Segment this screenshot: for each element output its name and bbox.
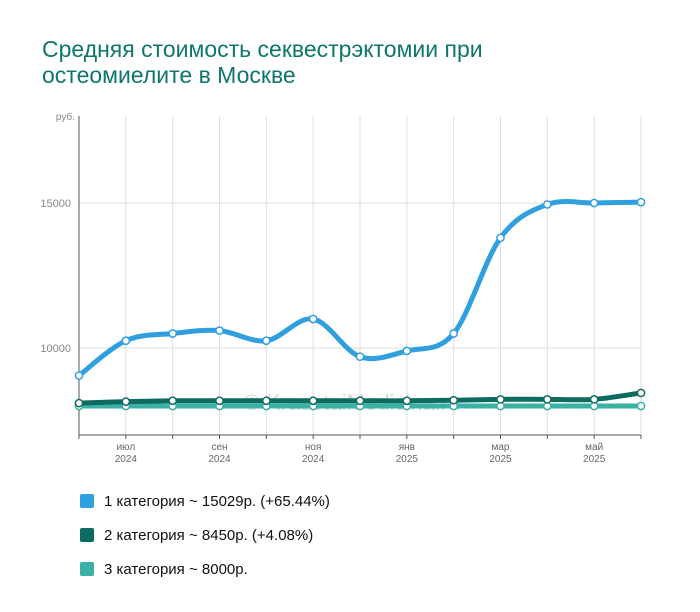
series-layer	[74, 197, 646, 411]
x-tick-label-month: янв	[399, 442, 415, 453]
series-1-point	[215, 326, 224, 335]
series-2-point	[308, 396, 318, 406]
series-2-point	[168, 396, 178, 406]
x-tick-label-month: мар	[492, 442, 510, 453]
series-2-point	[449, 395, 459, 405]
x-tick-label-year: 2024	[302, 454, 325, 465]
series-1-point	[402, 346, 412, 356]
series-2	[74, 388, 646, 408]
chart-title-line-2: остеомиелите в Москве	[42, 62, 296, 88]
series-2-point	[74, 398, 84, 408]
series-1	[74, 197, 646, 380]
series-2-point	[589, 394, 599, 404]
series-1-point	[589, 198, 599, 208]
x-tick-label-month: сен	[211, 442, 227, 453]
x-tick-label-month: июл	[116, 442, 135, 453]
legend-label-1: 1 категория ~ 15029р. (+65.44%)	[104, 492, 330, 510]
legend-label-3: 3 категория ~ 8000р.	[104, 560, 248, 578]
series-2-point	[636, 388, 646, 398]
y-tick-label: 10000	[40, 343, 71, 355]
legend: 1 категория ~ 15029р. (+65.44%) 2 катего…	[80, 484, 330, 586]
series-1-point	[261, 336, 271, 346]
series-2-point	[261, 396, 271, 406]
chart-title-line-1: Средняя стоимость секвестрэктомии при	[42, 36, 483, 62]
series-2-point	[121, 397, 131, 406]
x-tick-label-year: 2025	[583, 454, 606, 465]
legend-item-3[interactable]: 3 категория ~ 8000р.	[80, 552, 330, 586]
x-tick-label-year: 2024	[208, 454, 231, 465]
series-1-point	[168, 329, 178, 338]
legend-label-2: 2 категория ~ 8450р. (+4.08%)	[104, 526, 314, 544]
chart-title: Средняя стоимость секвестрэктомии при ос…	[42, 36, 662, 88]
series-1-point	[308, 314, 318, 324]
series-1-point	[496, 233, 505, 243]
x-tick-label-month: май	[585, 442, 603, 453]
series-1-point	[355, 352, 365, 362]
x-tick-label-month: ноя	[305, 442, 322, 453]
series-2-point	[542, 394, 552, 404]
y-unit-label: руб.	[56, 111, 75, 123]
x-tick-label-year: 2025	[396, 454, 419, 465]
legend-item-1[interactable]: 1 категория ~ 15029р. (+65.44%)	[80, 484, 330, 518]
series-3-point	[636, 401, 646, 411]
series-1-point	[636, 197, 646, 207]
x-tick-label-year: 2025	[489, 454, 512, 465]
legend-item-2[interactable]: 2 категория ~ 8450р. (+4.08%)	[80, 518, 330, 552]
grid	[79, 116, 642, 435]
series-1-point	[542, 200, 552, 209]
legend-swatch-1	[80, 494, 94, 508]
x-tick-label-year: 2024	[115, 454, 138, 465]
series-2-point	[496, 394, 505, 404]
legend-swatch-2	[80, 528, 94, 542]
y-tick-label: 15000	[40, 198, 71, 210]
series-2-point	[402, 396, 412, 406]
series-1-point	[74, 371, 84, 380]
legend-swatch-3	[80, 562, 94, 576]
series-1-point	[121, 336, 131, 346]
series-1-point	[449, 329, 459, 338]
axes: 1000015000руб.июл2024сен2024ноя2024янв20…	[40, 111, 642, 465]
series-2-point	[215, 396, 224, 406]
series-2-point	[355, 396, 365, 406]
